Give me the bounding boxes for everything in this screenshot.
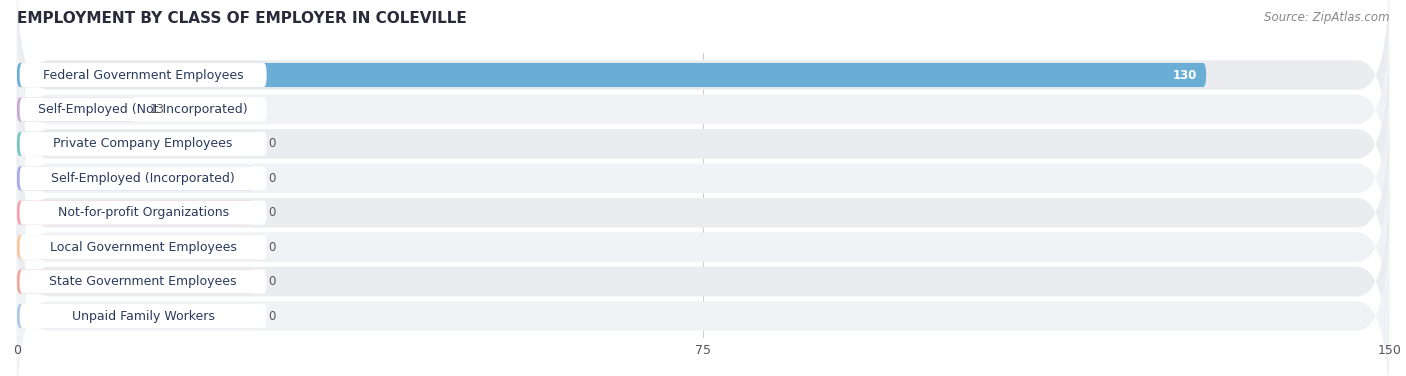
Text: Self-Employed (Incorporated): Self-Employed (Incorporated) xyxy=(51,172,235,185)
FancyBboxPatch shape xyxy=(20,97,267,121)
Text: 0: 0 xyxy=(269,241,276,254)
FancyBboxPatch shape xyxy=(20,63,267,87)
Text: 0: 0 xyxy=(269,206,276,219)
Text: State Government Employees: State Government Employees xyxy=(49,275,236,288)
FancyBboxPatch shape xyxy=(17,235,254,259)
FancyBboxPatch shape xyxy=(20,201,267,225)
Text: 0: 0 xyxy=(269,172,276,185)
FancyBboxPatch shape xyxy=(17,4,1389,215)
FancyBboxPatch shape xyxy=(17,176,1389,376)
Text: EMPLOYMENT BY CLASS OF EMPLOYER IN COLEVILLE: EMPLOYMENT BY CLASS OF EMPLOYER IN COLEV… xyxy=(17,11,467,26)
FancyBboxPatch shape xyxy=(17,201,254,225)
Text: Local Government Employees: Local Government Employees xyxy=(49,241,236,254)
FancyBboxPatch shape xyxy=(17,0,1389,181)
Text: Private Company Employees: Private Company Employees xyxy=(53,137,233,150)
Text: Self-Employed (Not Incorporated): Self-Employed (Not Incorporated) xyxy=(38,103,247,116)
Text: Source: ZipAtlas.com: Source: ZipAtlas.com xyxy=(1264,11,1389,24)
FancyBboxPatch shape xyxy=(17,38,1389,250)
FancyBboxPatch shape xyxy=(17,270,254,294)
FancyBboxPatch shape xyxy=(17,97,136,121)
FancyBboxPatch shape xyxy=(17,141,1389,353)
FancyBboxPatch shape xyxy=(17,107,1389,318)
Text: Not-for-profit Organizations: Not-for-profit Organizations xyxy=(58,206,229,219)
FancyBboxPatch shape xyxy=(20,166,267,190)
FancyBboxPatch shape xyxy=(17,63,1206,87)
Text: Federal Government Employees: Federal Government Employees xyxy=(42,68,243,82)
FancyBboxPatch shape xyxy=(20,132,267,156)
Text: Unpaid Family Workers: Unpaid Family Workers xyxy=(72,309,215,323)
FancyBboxPatch shape xyxy=(17,210,1389,376)
FancyBboxPatch shape xyxy=(20,270,267,294)
FancyBboxPatch shape xyxy=(17,132,254,156)
Text: 13: 13 xyxy=(149,103,165,116)
FancyBboxPatch shape xyxy=(20,235,267,259)
Text: 0: 0 xyxy=(269,275,276,288)
FancyBboxPatch shape xyxy=(20,304,267,328)
Text: 0: 0 xyxy=(269,137,276,150)
Text: 0: 0 xyxy=(269,309,276,323)
Text: 130: 130 xyxy=(1173,68,1197,82)
FancyBboxPatch shape xyxy=(17,304,254,328)
FancyBboxPatch shape xyxy=(17,166,254,190)
FancyBboxPatch shape xyxy=(17,73,1389,284)
